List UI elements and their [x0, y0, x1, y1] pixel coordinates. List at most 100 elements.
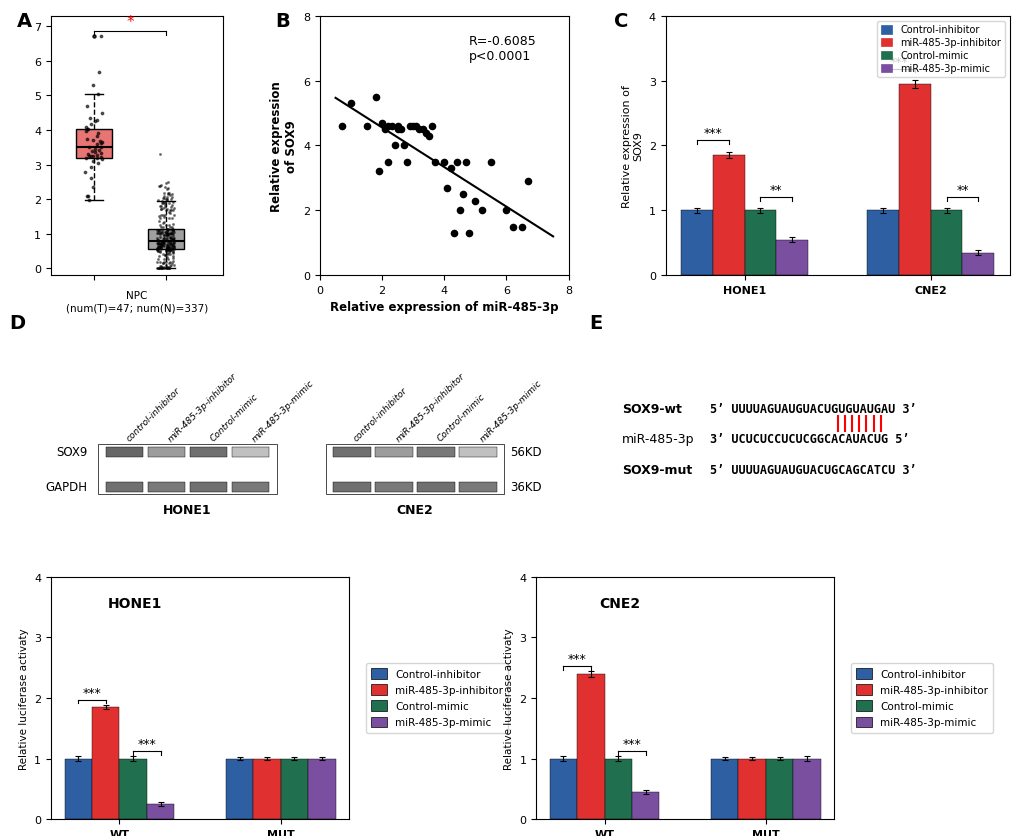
Point — [164, 239, 180, 252]
Point — [158, 193, 174, 206]
Text: control-inhibitor: control-inhibitor — [352, 385, 409, 443]
Point — [159, 203, 175, 217]
Text: **: ** — [955, 184, 968, 196]
Point — [161, 228, 177, 242]
Bar — [930, 212, 962, 276]
Point — [154, 238, 170, 252]
Point — [157, 227, 173, 241]
Point — [89, 130, 105, 144]
Point — [405, 120, 421, 134]
Point — [154, 261, 170, 274]
Bar — [417, 447, 454, 457]
Point — [91, 145, 107, 158]
Point — [150, 194, 166, 207]
Bar — [106, 482, 144, 492]
Text: ***: *** — [83, 686, 101, 699]
Point — [157, 227, 173, 240]
Point — [157, 243, 173, 257]
Y-axis label: Relative luciferase activaty: Relative luciferase activaty — [18, 627, 29, 769]
Bar — [92, 707, 119, 819]
Point — [395, 140, 412, 153]
Point — [156, 196, 172, 210]
Bar — [793, 759, 820, 819]
Point — [149, 227, 165, 241]
Bar — [775, 240, 807, 276]
Point — [164, 252, 180, 265]
Point — [386, 140, 403, 153]
Point — [398, 155, 415, 169]
Point — [152, 228, 168, 242]
Point — [159, 252, 175, 265]
Text: miR-485-3p: miR-485-3p — [621, 433, 694, 446]
Point — [158, 257, 174, 270]
Point — [159, 247, 175, 260]
Point — [87, 146, 103, 160]
Point — [162, 204, 178, 217]
Point — [159, 241, 175, 254]
Text: SOX9: SOX9 — [56, 446, 88, 459]
Point — [155, 238, 171, 252]
Point — [87, 115, 103, 128]
Point — [164, 187, 180, 201]
Point — [152, 257, 168, 270]
Point — [157, 249, 173, 263]
Point — [89, 149, 105, 162]
Point — [163, 243, 179, 257]
Point — [442, 162, 459, 176]
Point — [163, 237, 179, 251]
Point — [160, 229, 176, 242]
Point — [154, 197, 170, 211]
Text: control-inhibitor: control-inhibitor — [124, 385, 182, 443]
Point — [165, 235, 181, 248]
Point — [163, 238, 179, 252]
Point — [77, 166, 94, 180]
Point — [164, 247, 180, 261]
Point — [159, 192, 175, 206]
Point — [87, 143, 103, 156]
Point — [161, 238, 177, 252]
Point — [158, 233, 174, 247]
Point — [83, 172, 99, 186]
Point — [155, 197, 171, 211]
Point — [158, 229, 174, 242]
PathPatch shape — [76, 130, 112, 159]
Point — [165, 224, 181, 237]
Text: R=-0.6085
p<0.0001: R=-0.6085 p<0.0001 — [469, 35, 536, 63]
Point — [83, 119, 99, 132]
Point — [163, 232, 179, 245]
Point — [160, 223, 176, 237]
Text: miR-485-3p-mimic: miR-485-3p-mimic — [251, 378, 316, 443]
Point — [153, 203, 169, 217]
Point — [154, 226, 170, 239]
Point — [163, 204, 179, 217]
Point — [150, 226, 166, 239]
Point — [504, 221, 521, 234]
Point — [156, 235, 172, 248]
Point — [164, 222, 180, 235]
Point — [151, 241, 167, 254]
Point — [162, 236, 178, 249]
Point — [94, 107, 110, 120]
Y-axis label: Relative luciferase activaty: Relative luciferase activaty — [503, 627, 514, 769]
Point — [150, 238, 166, 252]
Point — [153, 235, 169, 248]
Point — [82, 112, 98, 125]
Point — [165, 227, 181, 241]
Point — [89, 115, 105, 128]
Point — [164, 237, 180, 251]
Point — [159, 263, 175, 276]
Point — [160, 241, 176, 254]
Point — [162, 237, 178, 250]
Point — [166, 209, 182, 222]
Point — [454, 188, 471, 201]
Point — [153, 179, 169, 192]
Point — [163, 234, 179, 247]
Point — [160, 189, 176, 202]
Text: 3’ UCUCUCCUCUCGGCACAUACUG 5’: 3’ UCUCUCCUCUCGGCACAUACUG 5’ — [709, 433, 908, 446]
Point — [157, 219, 173, 232]
Point — [154, 224, 170, 237]
Point — [165, 201, 181, 215]
Point — [150, 245, 166, 258]
Point — [157, 245, 173, 258]
Point — [161, 263, 177, 276]
